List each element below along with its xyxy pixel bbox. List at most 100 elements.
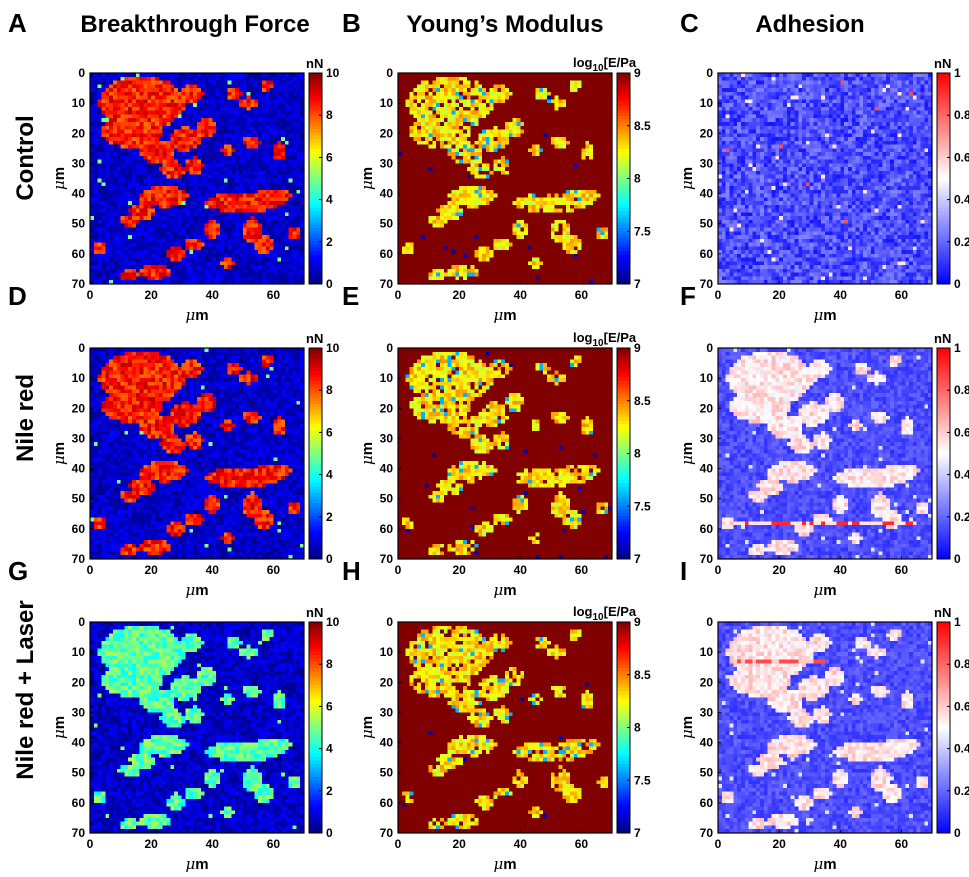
y-tick-label: 70 [700, 277, 714, 291]
colorbar-tick-label: 7 [634, 826, 641, 840]
panel-letter: H [342, 556, 361, 586]
colorbar [937, 348, 950, 560]
x-tick-label: 20 [772, 837, 786, 851]
x-tick-label: 0 [395, 837, 402, 851]
y-tick-label: 20 [380, 675, 394, 689]
x-tick-label: 20 [144, 563, 158, 577]
colorbar-unit: nN [306, 56, 323, 71]
y-tick-label: 40 [72, 462, 86, 476]
colorbar-tick-label: 0.8 [954, 657, 969, 671]
colorbar-tick-label: 9 [634, 341, 641, 355]
y-tick-label: 40 [380, 187, 394, 201]
panel-letter: D [8, 281, 27, 311]
y-axis-label: μm [50, 716, 68, 739]
x-tick-label: 20 [772, 288, 786, 302]
x-tick-label: 20 [772, 563, 786, 577]
colorbar [937, 73, 950, 285]
y-tick-label: 40 [380, 736, 394, 750]
plot-frame [89, 621, 305, 834]
y-tick-label: 30 [700, 431, 714, 445]
colorbar-tick-label: 9 [634, 66, 641, 80]
x-tick-label: 40 [834, 288, 848, 302]
colorbar-tick-label: 0.4 [954, 193, 969, 207]
y-tick-label: 30 [380, 156, 394, 170]
colorbar-tick-label: 7 [634, 277, 641, 291]
heatmap-cells [398, 73, 613, 285]
y-tick-label: 0 [78, 341, 85, 355]
colorbar-tick-label: 2 [326, 784, 333, 798]
y-tick-label: 20 [72, 675, 86, 689]
colorbar-tick-label: 9 [634, 615, 641, 629]
y-tick-label: 0 [706, 66, 713, 80]
x-tick-label: 40 [206, 288, 220, 302]
y-tick-label: 0 [706, 341, 713, 355]
y-tick-label: 60 [380, 247, 394, 261]
colorbar-tick-label: 0.8 [954, 383, 969, 397]
y-tick-label: 50 [380, 217, 394, 231]
colorbar [617, 622, 630, 834]
colorbar-tick-label: 0.6 [954, 699, 969, 713]
y-tick-label: 30 [700, 705, 714, 719]
colorbar-tick-label: 7.5 [634, 499, 651, 513]
y-tick-label: 70 [700, 826, 714, 840]
colorbar [309, 73, 322, 285]
x-tick-label: 40 [834, 837, 848, 851]
panel-letter: G [8, 556, 28, 586]
colorbar-tick-label: 0 [326, 552, 333, 566]
row-title: Nile red [12, 374, 39, 462]
x-tick-label: 0 [87, 837, 94, 851]
y-tick-label: 0 [78, 66, 85, 80]
heatmap-cells [90, 348, 305, 560]
x-tick-label: 60 [895, 563, 909, 577]
x-tick-label: 60 [895, 288, 909, 302]
y-tick-label: 50 [72, 217, 86, 231]
colorbar-tick-label: 8.5 [634, 668, 651, 682]
colorbar-unit: nN [306, 605, 323, 620]
x-axis-label: μm [493, 306, 516, 324]
heatmap-cells [718, 73, 933, 285]
colorbar [309, 622, 322, 834]
colorbar [309, 348, 322, 560]
colorbar-tick-label: 10 [326, 66, 340, 80]
y-tick-label: 60 [380, 796, 394, 810]
colorbar-tick-label: 0 [954, 277, 961, 291]
row-title: Nile red + Laser [12, 600, 39, 779]
colorbar-tick-label: 0.2 [954, 784, 969, 798]
y-tick-label: 10 [72, 371, 86, 385]
y-axis-label: μm [358, 167, 376, 190]
y-tick-label: 60 [72, 796, 86, 810]
x-axis-label: μm [813, 306, 836, 324]
x-tick-label: 20 [452, 288, 466, 302]
y-tick-label: 0 [706, 615, 713, 629]
colorbar-unit: log10[E/Pa [573, 330, 637, 349]
panel-letter: B [342, 8, 361, 38]
x-tick-label: 60 [575, 837, 589, 851]
y-axis-label: μm [50, 167, 68, 190]
colorbar-tick-label: 2 [326, 235, 333, 249]
x-tick-label: 40 [514, 288, 528, 302]
y-tick-label: 30 [72, 431, 86, 445]
colorbar-tick-label: 2 [326, 510, 333, 524]
y-tick-label: 10 [72, 96, 86, 110]
y-tick-label: 50 [700, 217, 714, 231]
y-tick-label: 20 [700, 675, 714, 689]
y-tick-label: 40 [700, 736, 714, 750]
colorbar-unit: log10[E/Pa [573, 55, 637, 74]
colorbar-tick-label: 0.4 [954, 468, 969, 482]
x-tick-label: 40 [514, 563, 528, 577]
colorbar-tick-label: 7.5 [634, 224, 651, 238]
column-title: Adhesion [755, 11, 864, 38]
y-tick-label: 0 [78, 615, 85, 629]
x-tick-label: 60 [575, 563, 589, 577]
colorbar-tick-label: 8.5 [634, 119, 651, 133]
y-tick-label: 20 [700, 126, 714, 140]
x-axis-label: μm [185, 581, 208, 599]
colorbar-tick-label: 8 [326, 657, 333, 671]
x-tick-label: 40 [206, 837, 220, 851]
y-tick-label: 40 [72, 736, 86, 750]
colorbar-tick-label: 4 [326, 193, 333, 207]
